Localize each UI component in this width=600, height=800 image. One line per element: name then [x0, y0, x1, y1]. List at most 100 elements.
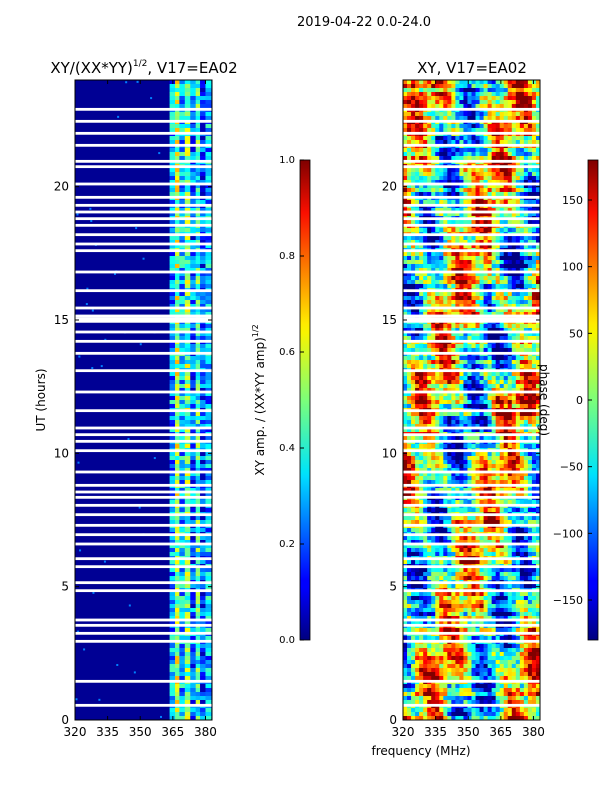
left-heatmap-cell	[196, 104, 201, 108]
right-heatmap-cell	[472, 260, 476, 264]
right-heatmap-cell	[443, 200, 447, 204]
right-heatmap-cell	[524, 80, 528, 84]
left-heatmap-cell	[170, 572, 176, 576]
left-heatmap-cell	[205, 128, 211, 132]
right-heatmap-cell	[532, 296, 536, 300]
right-heatmap-cell	[419, 84, 423, 88]
left-heatmap-cell	[179, 668, 185, 672]
right-heatmap-cell	[500, 476, 504, 480]
right-heatmap-cell	[496, 324, 500, 328]
right-heatmap-cell	[447, 416, 451, 420]
right-heatmap-cell	[427, 236, 431, 240]
right-heatmap-cell	[467, 200, 471, 204]
right-heatmap-cell	[512, 300, 516, 304]
right-heatmap-cell	[435, 112, 439, 116]
right-heatmap-cell	[403, 88, 407, 92]
right-heatmap-cell	[443, 156, 447, 160]
right-heatmap-cell	[463, 200, 467, 204]
right-heatmap-cell	[480, 284, 484, 288]
right-heatmap-cell	[423, 400, 427, 404]
right-heatmap-cell	[520, 324, 524, 328]
right-heatmap-cell	[455, 256, 459, 260]
right-heatmap-cell	[455, 128, 459, 132]
right-heatmap-cell	[407, 276, 411, 280]
right-heatmap-cell	[439, 136, 443, 140]
right-heatmap-cell	[435, 200, 439, 204]
left-heatmap-cell	[200, 264, 206, 268]
left-heatmap-cell	[170, 552, 176, 556]
left-heatmap-cell	[190, 500, 196, 504]
right-heatmap-cell	[435, 264, 439, 268]
left-heatmap-cell	[205, 700, 211, 704]
left-heatmap-cell	[170, 420, 176, 424]
right-heatmap-cell	[467, 168, 471, 172]
left-heatmap-cell	[205, 456, 211, 460]
left-heatmap-cell	[185, 292, 191, 296]
right-heatmap-cell	[508, 172, 512, 176]
right-heatmap-cell	[524, 116, 528, 120]
right-heatmap-cell	[411, 364, 415, 368]
right-heatmap-cell	[472, 80, 476, 84]
left-heatmap-cell	[200, 696, 206, 700]
left-flagged-gap	[75, 120, 212, 123]
right-heatmap-cell	[439, 188, 443, 192]
right-heatmap-cell	[528, 136, 532, 140]
left-heatmap-cell	[200, 364, 206, 368]
right-heatmap-cell	[423, 276, 427, 280]
left-heatmap-cell	[185, 420, 191, 424]
right-heatmap-cell	[439, 264, 443, 268]
left-heatmap-cell	[179, 656, 185, 660]
right-heatmap-cell	[484, 96, 488, 100]
left-heatmap-cell	[190, 384, 196, 388]
right-heatmap-cell	[439, 456, 443, 460]
left-heatmap-cell	[175, 364, 180, 368]
right-heatmap-cell	[492, 128, 496, 132]
right-heatmap-cell	[419, 148, 423, 152]
right-heatmap-cell	[488, 336, 492, 340]
right-heatmap-cell	[472, 324, 476, 328]
left-heatmap-cell	[196, 612, 201, 616]
right-heatmap-cell	[500, 396, 504, 400]
left-heatmap-cell	[170, 380, 176, 384]
right-heatmap-cell	[512, 404, 516, 408]
right-heatmap-cell	[512, 324, 516, 328]
left-heatmap-cell	[196, 236, 201, 240]
left-heatmap-cell	[175, 476, 180, 480]
left-heatmap-cell	[205, 548, 211, 552]
left-heatmap-cell	[196, 464, 201, 468]
right-heatmap-cell	[467, 148, 471, 152]
right-heatmap-cell	[459, 460, 463, 464]
right-heatmap-cell	[480, 384, 484, 388]
right-heatmap-cell	[516, 372, 520, 376]
right-heatmap-cell	[423, 228, 427, 232]
right-heatmap-cell	[512, 412, 516, 416]
right-heatmap-cell	[492, 384, 496, 388]
right-heatmap-cell	[403, 260, 407, 264]
right-heatmap-cell	[455, 384, 459, 388]
right-heatmap-cell	[451, 476, 455, 480]
right-heatmap-cell	[467, 228, 471, 232]
right-heatmap-cell	[472, 376, 476, 380]
right-heatmap-cell	[528, 188, 532, 192]
right-heatmap-cell	[472, 372, 476, 376]
left-heatmap-cell	[170, 364, 176, 368]
left-flagged-gap	[75, 496, 212, 499]
right-heatmap-cell	[403, 444, 407, 448]
right-heatmap-cell	[496, 96, 500, 100]
left-heatmap-cell	[179, 584, 185, 588]
right-heatmap-cell	[488, 136, 492, 140]
right-heatmap-cell	[419, 156, 423, 160]
left-heatmap-cell	[185, 140, 191, 144]
right-heatmap-cell	[443, 128, 447, 132]
right-heatmap-cell	[427, 336, 431, 340]
right-heatmap-cell	[427, 280, 431, 284]
left-heatmap-cell	[170, 344, 176, 348]
left-heatmap-cell	[175, 296, 180, 300]
right-heatmap-cell	[403, 188, 407, 192]
right-heatmap-cell	[528, 148, 532, 152]
right-heatmap-cell	[411, 228, 415, 232]
right-heatmap-cell	[484, 384, 488, 388]
right-heatmap-cell	[407, 112, 411, 116]
right-heatmap-cell	[459, 276, 463, 280]
right-heatmap-cell	[476, 364, 480, 368]
